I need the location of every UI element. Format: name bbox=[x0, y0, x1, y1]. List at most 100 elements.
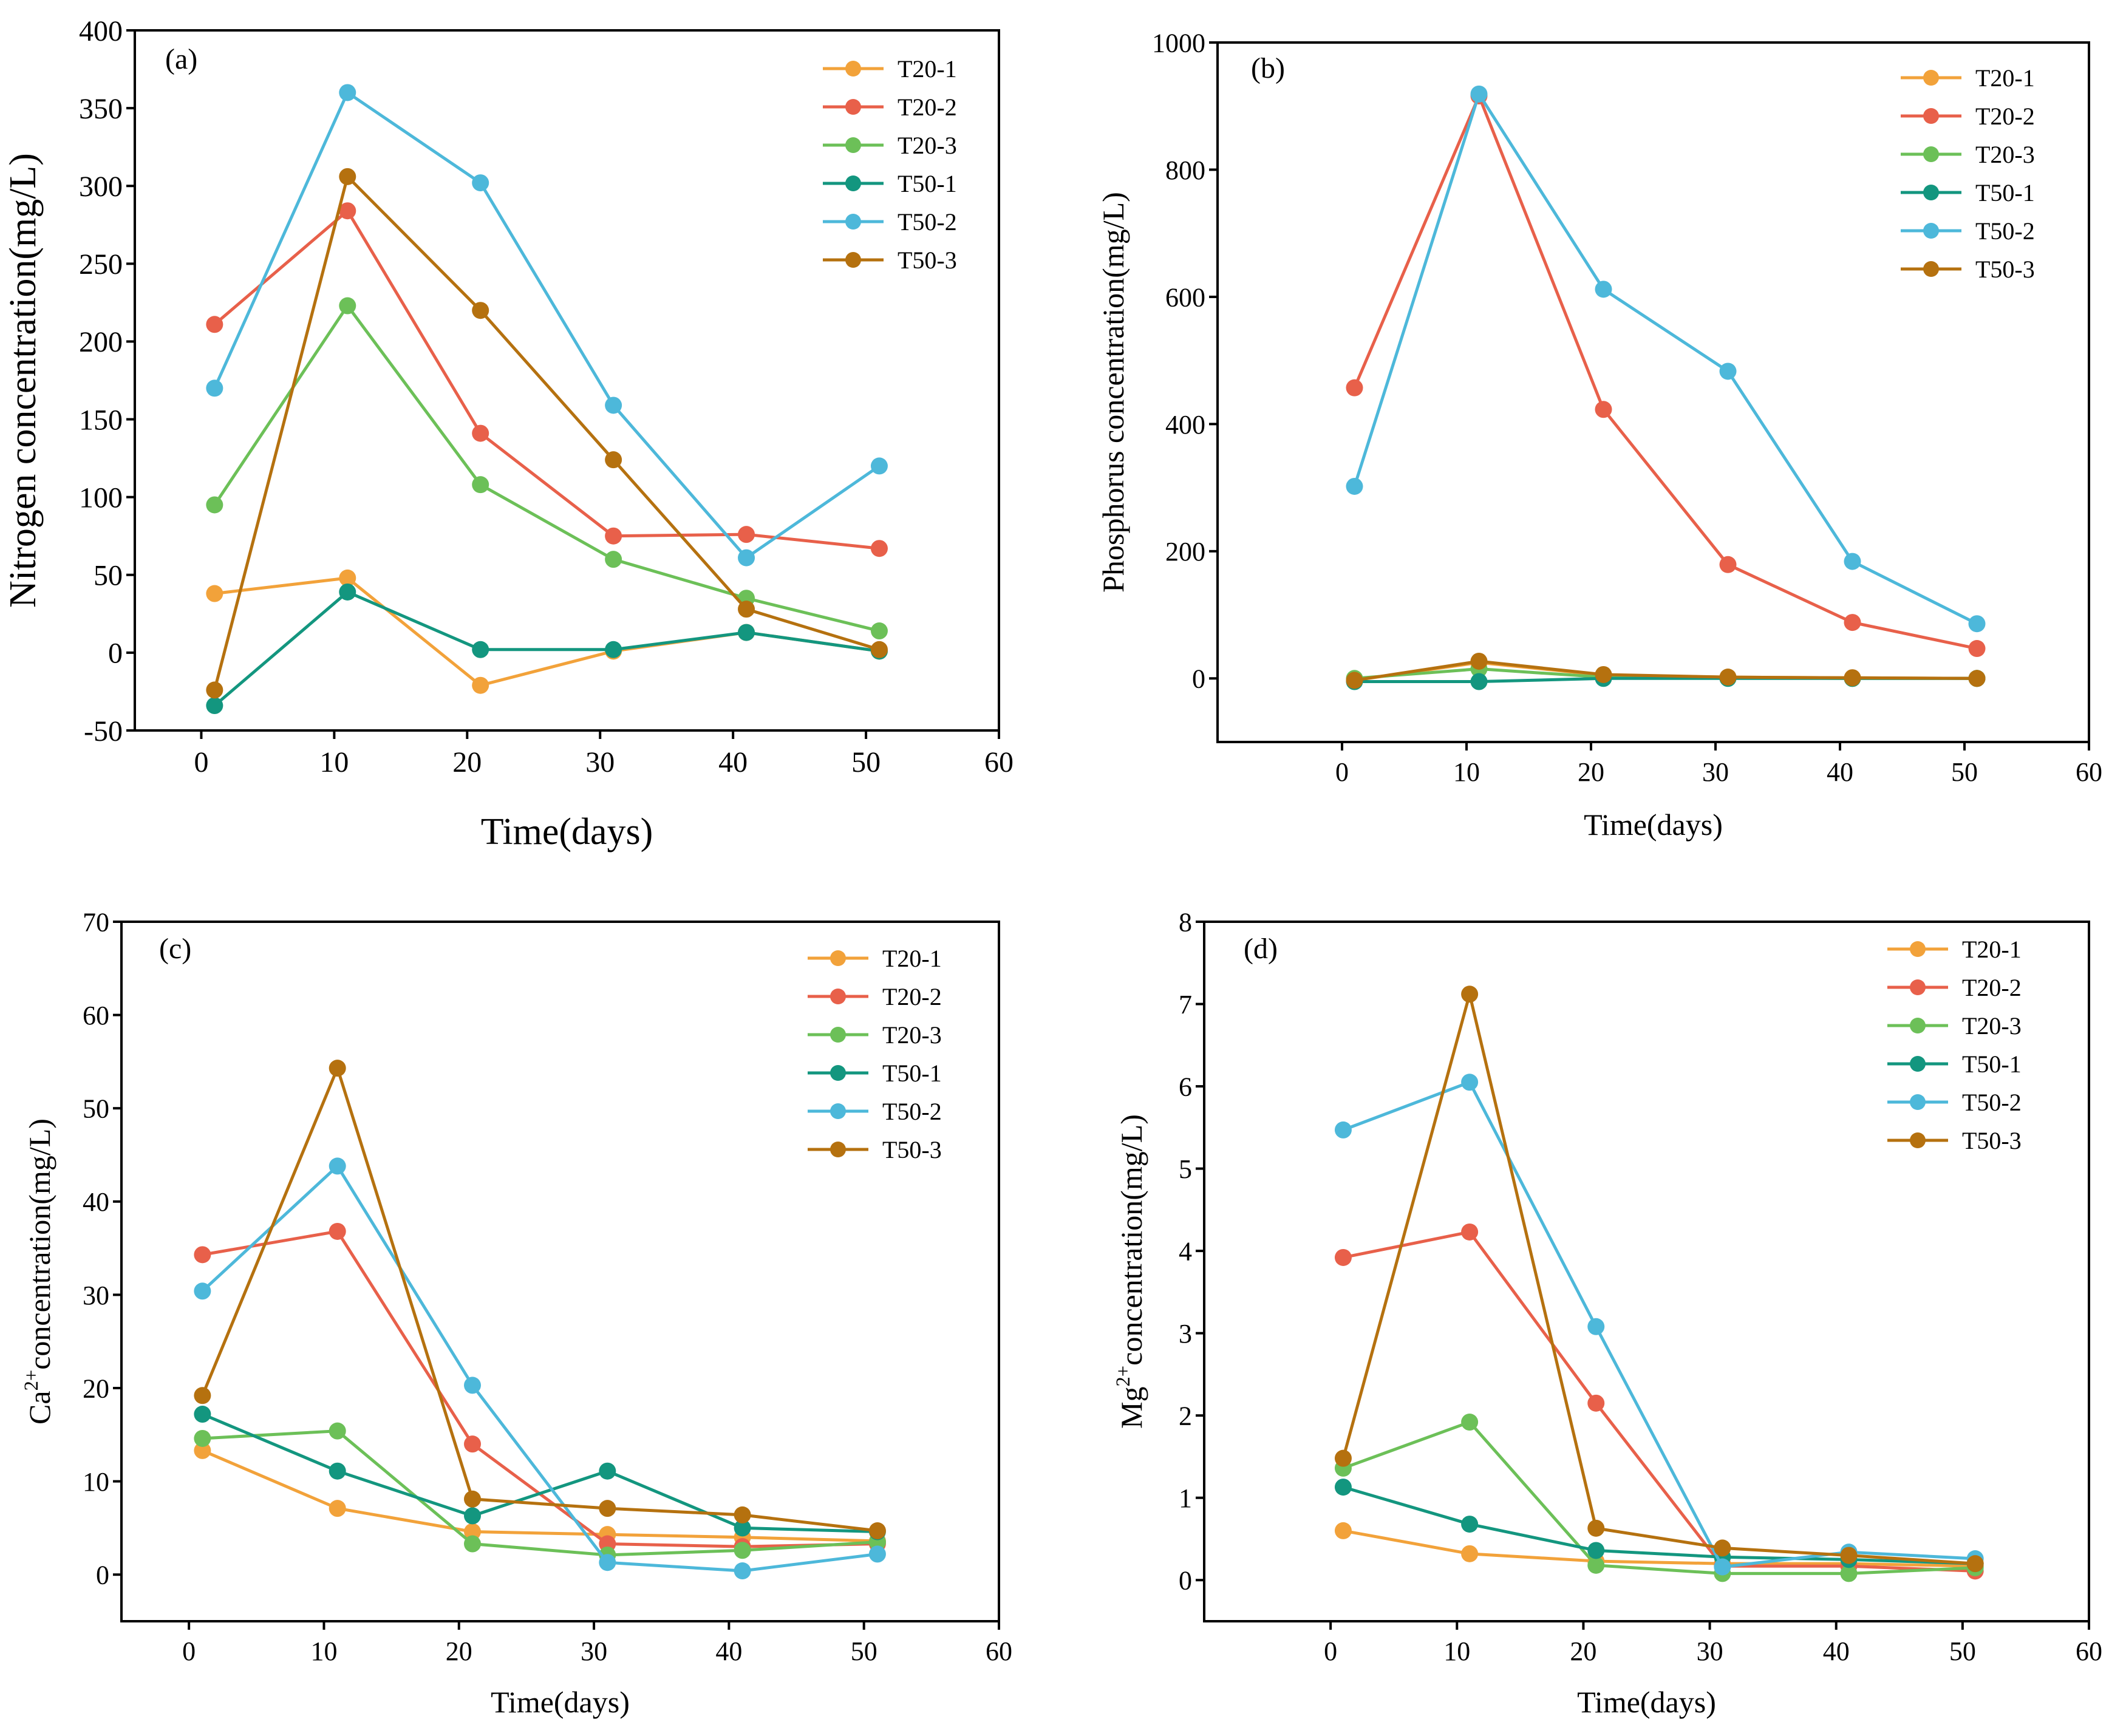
y-axis-label-element: Mg bbox=[1114, 1386, 1148, 1428]
legend-swatch-marker bbox=[830, 1027, 846, 1043]
y-tick-label: 200 bbox=[1165, 537, 1205, 567]
y-tick-label: 8 bbox=[1179, 907, 1192, 937]
data-point-t20-2 bbox=[194, 1246, 211, 1264]
legend-item-t20-1: T20-1 bbox=[808, 945, 942, 972]
x-tick-label: 50 bbox=[851, 746, 881, 778]
data-point-t20-2 bbox=[738, 526, 755, 543]
x-tick-label: 30 bbox=[585, 746, 615, 778]
legend-label: T50-3 bbox=[1962, 1127, 2022, 1154]
legend-label: T20-1 bbox=[1962, 936, 2022, 963]
data-point-t50-2 bbox=[464, 1377, 481, 1394]
x-tick-label: 40 bbox=[1827, 757, 1853, 787]
legend-label: T20-2 bbox=[882, 983, 942, 1010]
y-tick-label: 10 bbox=[83, 1467, 109, 1497]
series-line-t50-1 bbox=[1343, 1485, 1975, 1565]
data-point-t50-1 bbox=[1587, 1542, 1605, 1559]
y-tick-label: 7 bbox=[1179, 990, 1192, 1019]
panel-d: 0 10 20 30 40 50 60 0 1 2 3 4 5 6 7 8 Time(days) Mg2+conc… bbox=[1112, 907, 2102, 1719]
data-point-t20-3 bbox=[870, 622, 888, 640]
legend-label: T20-1 bbox=[882, 945, 942, 972]
data-point-t50-3 bbox=[329, 1060, 346, 1077]
legend-item-t20-2: T20-2 bbox=[1901, 103, 2035, 130]
data-point-t50-3 bbox=[868, 1522, 886, 1540]
series-line-t50-2 bbox=[201, 1163, 878, 1573]
x-tick-label: 40 bbox=[1823, 1636, 1850, 1666]
data-point-t50-1 bbox=[472, 641, 489, 658]
data-point-t50-3 bbox=[599, 1500, 616, 1517]
legend: T20-1 T20-2 T20-3 T50-1 T50-2 T50-3 bbox=[1887, 936, 2022, 1154]
plot-frame bbox=[120, 921, 1000, 1622]
series-t50-3 bbox=[1334, 985, 1984, 1573]
data-point-t50-2 bbox=[194, 1282, 211, 1300]
y-tick-label: 0 bbox=[108, 638, 123, 670]
x-axis-label: Time(days) bbox=[1584, 808, 1723, 842]
legend-swatch-marker bbox=[1910, 1132, 1926, 1148]
y-tick-label: 800 bbox=[1165, 155, 1205, 185]
legend-swatch-marker bbox=[830, 989, 846, 1004]
x-tick-label: 10 bbox=[319, 746, 349, 778]
y-axis-label: Mg2+concentration(mg/L) bbox=[1112, 1114, 1148, 1429]
legend-swatch-marker bbox=[1923, 146, 1939, 162]
legend-item-t50-2: T50-2 bbox=[808, 1098, 942, 1125]
data-point-t50-3 bbox=[1461, 985, 1479, 1003]
series-t50-2 bbox=[206, 84, 888, 567]
x-tick-label: 60 bbox=[986, 1636, 1012, 1666]
data-point-t20-1 bbox=[206, 585, 223, 602]
series-t20-2 bbox=[1334, 1223, 1984, 1580]
data-point-t50-1 bbox=[734, 1519, 751, 1537]
y-tick-label: 100 bbox=[79, 482, 123, 514]
x-axis-label: Time(days) bbox=[491, 1685, 630, 1719]
data-point-t20-2 bbox=[206, 316, 223, 333]
series-line-t50-3 bbox=[201, 1063, 878, 1533]
legend-item-t50-2: T50-2 bbox=[1901, 217, 2035, 245]
legend-item-t20-3: T20-3 bbox=[808, 1021, 942, 1049]
legend-item-t20-2: T20-2 bbox=[823, 94, 957, 121]
legend-swatch-marker bbox=[845, 175, 861, 191]
series-t20-2 bbox=[194, 1222, 886, 1556]
y-tick-label: 300 bbox=[79, 171, 123, 203]
legend-swatch-marker bbox=[1923, 223, 1939, 239]
data-point-t50-1 bbox=[194, 1406, 211, 1423]
legend-swatch-marker bbox=[845, 137, 861, 153]
legend-item-t50-2: T50-2 bbox=[1887, 1089, 2022, 1116]
y-tick-label: 40 bbox=[83, 1187, 109, 1217]
legend-swatch-marker bbox=[830, 1142, 846, 1157]
plot-frame bbox=[1216, 41, 2090, 743]
x-tick-label: 0 bbox=[182, 1636, 196, 1666]
legend-swatch-marker bbox=[1910, 979, 1926, 995]
x-tick-label: 50 bbox=[851, 1636, 877, 1666]
series-line-t50-3 bbox=[1354, 659, 1977, 682]
x-tick-label: 30 bbox=[1697, 1636, 1723, 1666]
data-point-t20-3 bbox=[1587, 1556, 1605, 1574]
data-point-t50-3 bbox=[464, 1490, 481, 1508]
data-point-t50-3 bbox=[1714, 1539, 1731, 1557]
y-tick-label: 50 bbox=[83, 1094, 109, 1124]
data-point-t20-3 bbox=[329, 1422, 346, 1440]
x-tick-label: 0 bbox=[1335, 757, 1349, 787]
data-point-t50-3 bbox=[206, 681, 223, 699]
x-axis-label: Time(days) bbox=[481, 811, 653, 853]
y-tick-label: 1000 bbox=[1152, 28, 1205, 58]
data-point-t20-3 bbox=[605, 551, 622, 568]
panel-b: 0 10 20 30 40 50 6002004006008001000Time(days)… bbox=[1096, 28, 2102, 842]
x-tick-label: 40 bbox=[718, 746, 748, 778]
legend-item-t50-1: T50-1 bbox=[1887, 1050, 2022, 1078]
y-tick-label: 250 bbox=[79, 248, 123, 281]
y-tick-label: 200 bbox=[79, 326, 123, 358]
data-point-t50-3 bbox=[1844, 669, 1861, 687]
series-line-t50-2 bbox=[1343, 1080, 1975, 1569]
x-tick-label: 0 bbox=[194, 746, 208, 778]
data-point-t50-3 bbox=[1966, 1555, 1984, 1573]
data-point-t50-3 bbox=[1470, 652, 1488, 670]
plot-frame bbox=[134, 29, 1000, 732]
legend-swatch-marker bbox=[830, 1103, 846, 1119]
data-point-t50-2 bbox=[1844, 553, 1861, 570]
data-point-t20-2 bbox=[339, 202, 356, 220]
panel-label: (c) bbox=[159, 933, 191, 965]
x-tick-label: 20 bbox=[1578, 757, 1604, 787]
y-tick-label: 0 bbox=[1192, 664, 1205, 694]
data-point-t50-2 bbox=[339, 84, 356, 101]
x-tick-label: 60 bbox=[2076, 757, 2102, 787]
series-line-t50-1 bbox=[202, 1412, 877, 1534]
data-point-t50-2 bbox=[1346, 477, 1363, 495]
